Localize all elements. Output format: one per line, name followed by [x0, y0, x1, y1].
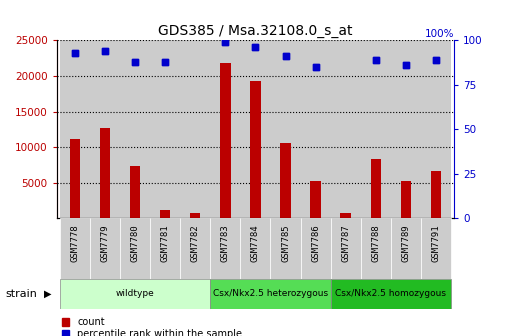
Text: GSM7788: GSM7788 [372, 224, 380, 262]
Bar [280, 143, 291, 218]
Text: GSM7780: GSM7780 [131, 224, 139, 262]
Bar [310, 181, 321, 218]
Text: strain: strain [5, 289, 37, 299]
Bar [190, 213, 201, 218]
Bar [240, 40, 270, 218]
Point [251, 45, 260, 50]
Bar [300, 218, 331, 279]
Point [101, 48, 109, 54]
Text: GSM7791: GSM7791 [431, 224, 441, 262]
Bar [60, 279, 211, 309]
Bar [270, 218, 301, 279]
Bar [120, 218, 150, 279]
Text: GSM7789: GSM7789 [401, 224, 410, 262]
Bar [211, 218, 240, 279]
Point [131, 59, 139, 65]
Point [402, 62, 410, 68]
Point [101, 48, 109, 54]
Bar [421, 40, 451, 218]
Title: GDS385 / Msa.32108.0_s_at: GDS385 / Msa.32108.0_s_at [158, 24, 352, 38]
Point [312, 65, 320, 70]
Text: GSM7778: GSM7778 [70, 224, 79, 262]
Text: GSM7784: GSM7784 [251, 224, 260, 262]
Point [281, 54, 289, 59]
Bar [211, 279, 331, 309]
Bar [130, 166, 140, 218]
Bar [150, 218, 180, 279]
Bar [421, 218, 451, 279]
Bar [341, 213, 351, 218]
Point [71, 50, 79, 55]
Bar [361, 218, 391, 279]
Point [432, 57, 440, 62]
Bar [120, 40, 150, 218]
Text: GSM7786: GSM7786 [311, 224, 320, 262]
Bar [90, 40, 120, 218]
Bar [100, 128, 110, 218]
Text: Csx/Nkx2.5 homozygous: Csx/Nkx2.5 homozygous [335, 290, 446, 298]
Bar [331, 40, 361, 218]
Bar [180, 218, 211, 279]
Legend: count, percentile rank within the sample: count, percentile rank within the sample [61, 317, 242, 336]
Point [71, 50, 79, 55]
Text: GSM7782: GSM7782 [191, 224, 200, 262]
Text: GSM7783: GSM7783 [221, 224, 230, 262]
Bar [250, 81, 261, 218]
Point [281, 54, 289, 59]
Point [161, 59, 169, 65]
Bar [60, 40, 90, 218]
Text: GSM7779: GSM7779 [101, 224, 109, 262]
Bar [180, 40, 211, 218]
Bar [300, 40, 331, 218]
Bar [160, 210, 170, 218]
Point [251, 45, 260, 50]
Point [372, 57, 380, 62]
Bar [400, 181, 411, 218]
Point [372, 57, 380, 62]
Bar [70, 139, 80, 218]
Point [432, 57, 440, 62]
Text: GSM7785: GSM7785 [281, 224, 290, 262]
Bar [431, 171, 441, 218]
Point [312, 65, 320, 70]
Text: wildtype: wildtype [116, 290, 154, 298]
Bar [220, 63, 231, 218]
Bar [331, 279, 451, 309]
Bar [60, 218, 90, 279]
Point [161, 59, 169, 65]
Point [131, 59, 139, 65]
Bar [391, 40, 421, 218]
Bar [90, 218, 120, 279]
Bar [150, 40, 180, 218]
Text: GSM7787: GSM7787 [341, 224, 350, 262]
Bar [211, 40, 240, 218]
Bar [370, 159, 381, 218]
Bar [361, 40, 391, 218]
Text: Csx/Nkx2.5 heterozygous: Csx/Nkx2.5 heterozygous [213, 290, 328, 298]
Bar [331, 218, 361, 279]
Bar [240, 218, 270, 279]
Text: GSM7781: GSM7781 [160, 224, 170, 262]
Point [402, 62, 410, 68]
Bar [391, 218, 421, 279]
Text: 100%: 100% [425, 29, 454, 39]
Point [221, 39, 230, 45]
Text: ▶: ▶ [44, 289, 52, 299]
Bar [270, 40, 301, 218]
Point [221, 39, 230, 45]
